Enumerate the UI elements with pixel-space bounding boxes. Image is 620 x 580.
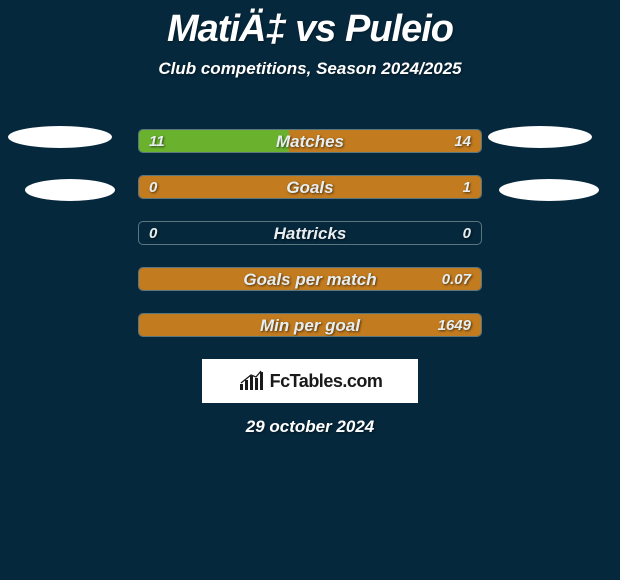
- stat-label: Hattricks: [139, 222, 481, 244]
- stat-value-right: 1649: [438, 314, 471, 336]
- decorative-ellipse: [488, 126, 592, 148]
- stat-label: Goals: [139, 176, 481, 198]
- stat-value-right: 1: [463, 176, 471, 198]
- decorative-ellipse: [499, 179, 599, 201]
- brand-text: FcTables.com: [270, 371, 383, 392]
- brand-box: FcTables.com: [202, 359, 418, 403]
- stats-bars-container: 11Matches140Goals10Hattricks0Goals per m…: [138, 129, 482, 337]
- decorative-ellipse: [25, 179, 115, 201]
- page-title: MatiÄ‡ vs Puleio: [0, 0, 620, 51]
- decorative-ellipse: [8, 126, 112, 148]
- stat-row: 0Goals1: [138, 175, 482, 199]
- stat-row: 0Hattricks0: [138, 221, 482, 245]
- stat-value-right: 0.07: [442, 268, 471, 290]
- stat-label: Goals per match: [139, 268, 481, 290]
- stat-value-right: 0: [463, 222, 471, 244]
- stat-row: Goals per match0.07: [138, 267, 482, 291]
- page-subtitle: Club competitions, Season 2024/2025: [0, 59, 620, 79]
- stat-label: Min per goal: [139, 314, 481, 336]
- stat-row: 11Matches14: [138, 129, 482, 153]
- date-text: 29 october 2024: [0, 417, 620, 437]
- stat-label: Matches: [139, 130, 481, 152]
- stat-value-right: 14: [454, 130, 471, 152]
- bars-logo-icon: [238, 370, 266, 392]
- stat-row: Min per goal1649: [138, 313, 482, 337]
